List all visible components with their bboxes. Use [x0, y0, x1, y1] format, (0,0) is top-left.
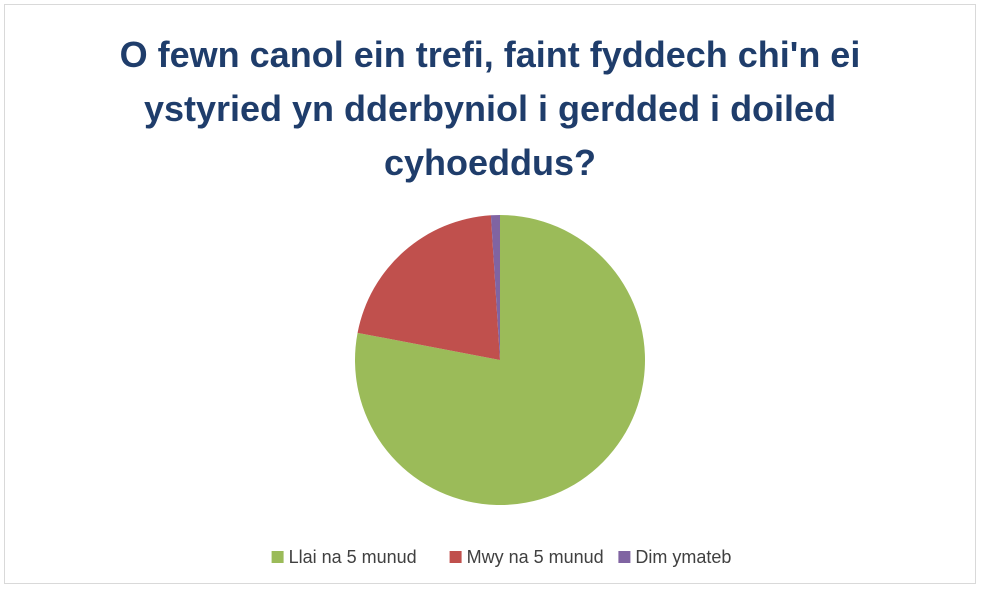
legend-swatch — [271, 551, 284, 563]
pie-slice — [355, 215, 646, 505]
legend-swatch — [449, 551, 462, 563]
chart-frame — [4, 4, 976, 584]
pie-slice — [357, 215, 500, 360]
legend-label: Llai na 5 munud — [289, 547, 417, 567]
legend-label: Dim ymateb — [635, 547, 731, 567]
chart-title: O fewn canol ein trefi, faint fyddech ch… — [119, 34, 861, 183]
legend-label: Mwy na 5 munud — [467, 547, 604, 567]
legend-swatch — [618, 551, 631, 563]
pie-slice — [490, 215, 500, 360]
